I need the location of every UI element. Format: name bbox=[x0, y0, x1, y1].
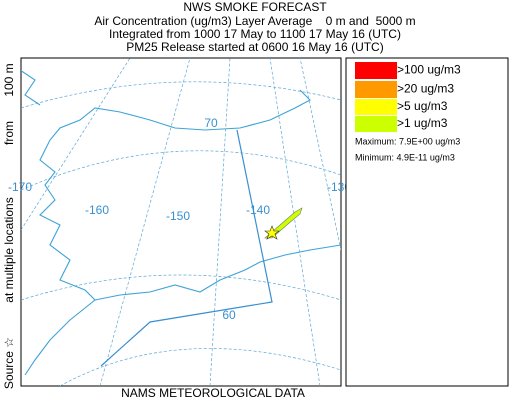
coastline bbox=[24, 89, 311, 376]
side-text: 100 m bbox=[2, 63, 16, 96]
lon-label: -140 bbox=[246, 203, 270, 217]
lon-label: -150 bbox=[166, 209, 190, 223]
side-label: Source ☆ at multiple locations from 100 … bbox=[2, 63, 16, 389]
map: 70 -170 -160 -150 -140 -130 60 bbox=[8, 57, 351, 387]
graticule bbox=[269, 58, 321, 386]
lon-label: -160 bbox=[85, 203, 109, 217]
minimum: Minimum: 4.9E-11 ug/m3 bbox=[355, 152, 455, 162]
legend-label: >100 ug/m3 bbox=[397, 63, 461, 77]
subtitle: PM25 Release started at 0600 16 May 16 (… bbox=[126, 40, 383, 54]
side-text: from bbox=[2, 121, 16, 145]
domain-boundary bbox=[100, 129, 273, 367]
lat-label: 70 bbox=[204, 116, 218, 130]
graticule bbox=[21, 81, 341, 109]
source-star bbox=[264, 225, 280, 240]
legend-label: >1 ug/m3 bbox=[397, 116, 448, 130]
legend-swatch bbox=[355, 116, 397, 132]
legend-label: >20 ug/m3 bbox=[397, 82, 454, 96]
legend-swatch bbox=[355, 99, 397, 115]
maximum: Maximum: 7.9E+00 ug/m3 bbox=[355, 136, 460, 146]
coastline bbox=[94, 244, 341, 301]
graticule bbox=[21, 274, 341, 301]
legend-frame bbox=[345, 57, 509, 387]
lon-label: -130 bbox=[327, 180, 351, 194]
side-text: at multiple locations bbox=[2, 197, 16, 302]
lat-label: 60 bbox=[222, 308, 236, 322]
footer: NAMS METEOROLOGICAL DATA bbox=[121, 386, 305, 400]
lon-label: -170 bbox=[8, 180, 32, 194]
subtitle: Integrated from 1000 17 May to 1100 17 M… bbox=[109, 27, 401, 41]
graticule bbox=[59, 348, 341, 386]
legend-label: >5 ug/m3 bbox=[397, 99, 448, 113]
subtitle: Air Concentration (ug/m3) Layer Average … bbox=[94, 14, 415, 28]
graticule bbox=[299, 58, 341, 251]
title: NWS SMOKE FORECAST bbox=[183, 0, 327, 14]
graticule bbox=[21, 150, 341, 191]
legend-swatch bbox=[355, 62, 397, 79]
graticule bbox=[99, 58, 191, 386]
legend: >100 ug/m3 >20 ug/m3 >5 ug/m3 >1 ug/m3 Maxim… bbox=[345, 57, 509, 387]
graticule bbox=[21, 58, 131, 231]
coastline bbox=[21, 70, 41, 106]
side-text: Source ☆ bbox=[2, 337, 16, 389]
legend-swatch bbox=[355, 81, 397, 98]
